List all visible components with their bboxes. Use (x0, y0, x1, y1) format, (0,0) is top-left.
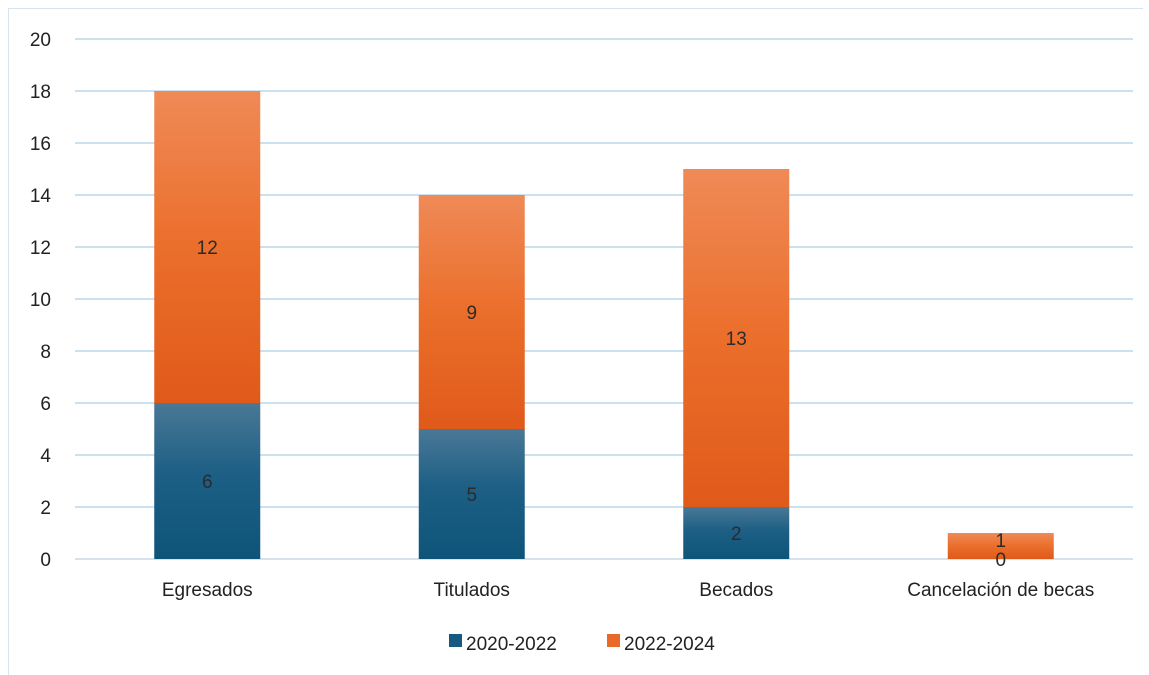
y-tick-label: 8 (40, 342, 51, 363)
bar-2022-2024-Cancelación de becas (947, 533, 1054, 559)
x-category-label: Egresados (162, 580, 253, 601)
data-label: 1 (995, 531, 1006, 552)
data-label: 0 (995, 550, 1006, 571)
bar-2020-2022-Egresados (154, 403, 261, 559)
y-tick-label: 0 (40, 550, 51, 571)
y-tick-label: 12 (30, 238, 51, 259)
y-tick-label: 4 (40, 446, 51, 467)
data-label: 2 (731, 524, 742, 545)
bar-2022-2024-Titulados (418, 195, 525, 429)
y-tick-label: 18 (30, 82, 51, 103)
legend-swatch-2020-2022 (449, 634, 462, 647)
data-label: 5 (466, 485, 477, 506)
y-tick-label: 10 (30, 290, 51, 311)
legend-label: 2020-2022 (466, 634, 557, 655)
y-tick-label: 16 (30, 134, 51, 155)
bar-2020-2022-Becados (683, 507, 790, 559)
legend: 2020-2022 2022-2024 (449, 634, 715, 655)
data-label: 6 (202, 472, 213, 493)
bar-2022-2024-Becados (683, 169, 790, 507)
data-label: 9 (466, 303, 477, 324)
y-axis-ticks: 0 2 4 6 8 10 12 14 16 18 20 (30, 30, 52, 571)
x-category-label: Titulados (434, 580, 510, 601)
data-labels: 6 12 5 9 2 13 01 (197, 238, 1006, 571)
x-category-label: Cancelación de becas (907, 580, 1094, 601)
y-tick-label: 6 (40, 394, 51, 415)
x-axis-categories: Egresados Titulados Becados Cancelación de … (162, 580, 1094, 601)
bar-2020-2022-Titulados (418, 429, 525, 559)
bars (154, 91, 1054, 559)
legend-swatch-2022-2024 (607, 634, 620, 647)
y-tick-label: 2 (40, 498, 51, 519)
y-tick-label: 20 (30, 30, 51, 51)
bar-2022-2024-Egresados (154, 91, 261, 403)
y-tick-label: 14 (30, 186, 52, 207)
chart-frame (8, 8, 1143, 675)
x-category-label: Becados (699, 580, 773, 601)
legend-label: 2022-2024 (624, 634, 715, 655)
data-label: 12 (197, 238, 218, 259)
data-label: 13 (726, 329, 747, 350)
